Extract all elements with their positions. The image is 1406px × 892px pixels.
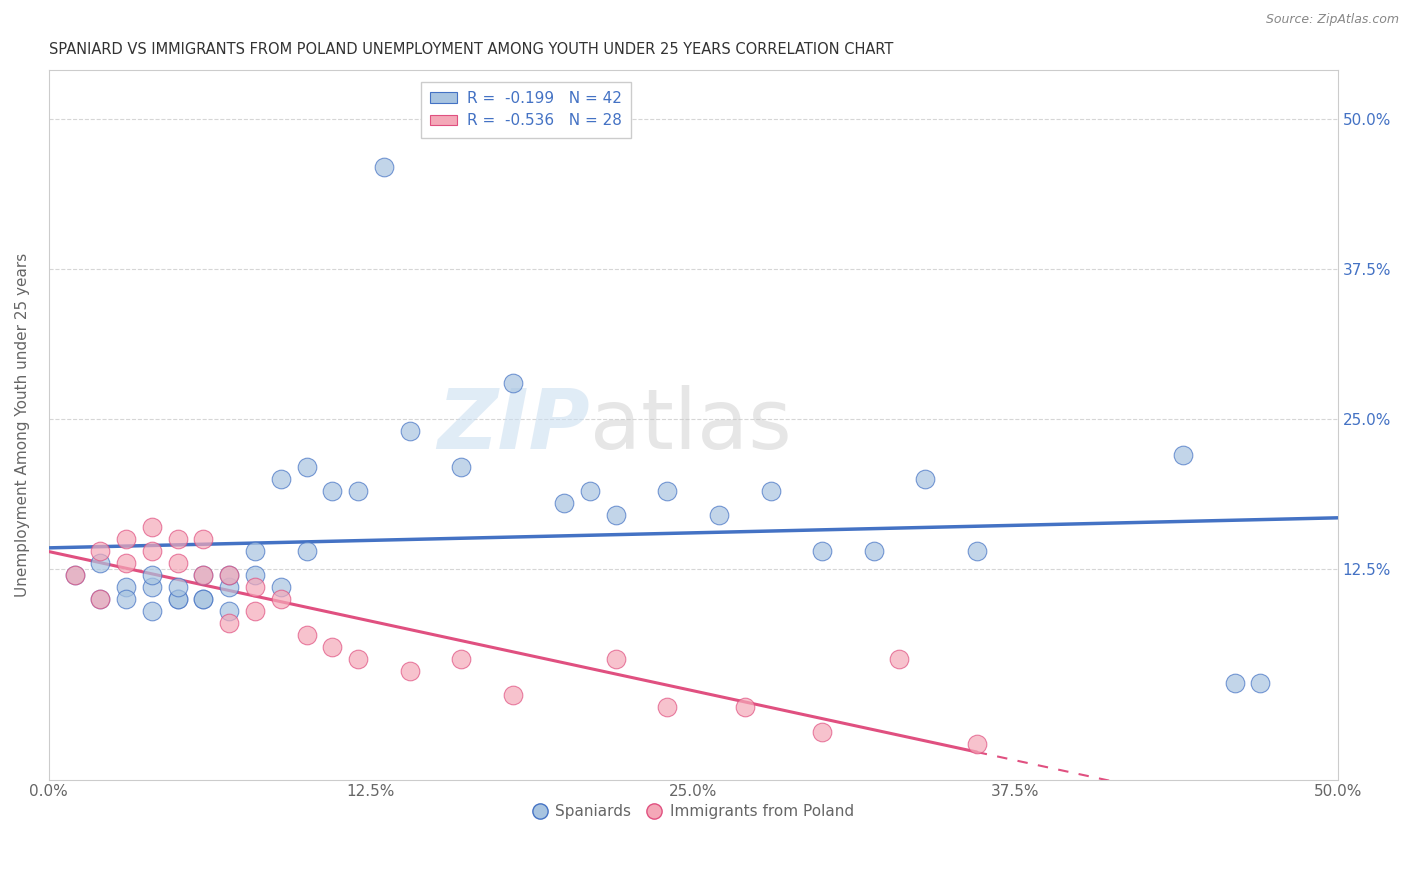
Point	[553, 496, 575, 510]
Point	[218, 604, 240, 618]
Point	[63, 568, 86, 582]
Text: SPANIARD VS IMMIGRANTS FROM POLAND UNEMPLOYMENT AMONG YOUTH UNDER 25 YEARS CORRE: SPANIARD VS IMMIGRANTS FROM POLAND UNEMP…	[49, 42, 893, 57]
Point	[270, 580, 292, 594]
Point	[914, 472, 936, 486]
Point	[1223, 676, 1246, 690]
Point	[115, 580, 138, 594]
Point	[243, 580, 266, 594]
Point	[243, 568, 266, 582]
Point	[193, 592, 215, 607]
Point	[347, 652, 370, 666]
Point	[759, 484, 782, 499]
Point	[657, 700, 679, 714]
Point	[218, 568, 240, 582]
Point	[1249, 676, 1271, 690]
Point	[115, 556, 138, 570]
Point	[89, 544, 111, 558]
Point	[193, 592, 215, 607]
Point	[218, 580, 240, 594]
Point	[141, 604, 163, 618]
Point	[141, 568, 163, 582]
Point	[347, 484, 370, 499]
Text: Source: ZipAtlas.com: Source: ZipAtlas.com	[1265, 13, 1399, 27]
Point	[657, 484, 679, 499]
Point	[166, 592, 188, 607]
Point	[502, 376, 524, 390]
Point	[295, 460, 318, 475]
Point	[966, 544, 988, 558]
Point	[295, 544, 318, 558]
Point	[166, 556, 188, 570]
Point	[89, 592, 111, 607]
Point	[243, 604, 266, 618]
Point	[889, 652, 911, 666]
Point	[270, 592, 292, 607]
Point	[398, 665, 420, 679]
Point	[193, 532, 215, 546]
Point	[811, 544, 834, 558]
Point	[166, 532, 188, 546]
Point	[115, 592, 138, 607]
Point	[1171, 448, 1194, 462]
Point	[218, 568, 240, 582]
Text: atlas: atlas	[591, 384, 792, 466]
Point	[218, 616, 240, 631]
Point	[502, 689, 524, 703]
Point	[450, 652, 472, 666]
Point	[141, 544, 163, 558]
Point	[450, 460, 472, 475]
Point	[89, 556, 111, 570]
Point	[862, 544, 884, 558]
Point	[193, 568, 215, 582]
Legend: Spaniards, Immigrants from Poland: Spaniards, Immigrants from Poland	[526, 798, 860, 825]
Point	[243, 544, 266, 558]
Point	[141, 520, 163, 534]
Point	[605, 652, 627, 666]
Y-axis label: Unemployment Among Youth under 25 years: Unemployment Among Youth under 25 years	[15, 253, 30, 597]
Point	[63, 568, 86, 582]
Point	[605, 508, 627, 523]
Point	[115, 532, 138, 546]
Point	[295, 628, 318, 642]
Point	[166, 580, 188, 594]
Point	[89, 592, 111, 607]
Point	[966, 737, 988, 751]
Text: ZIP: ZIP	[437, 384, 591, 466]
Point	[579, 484, 602, 499]
Point	[141, 580, 163, 594]
Point	[734, 700, 756, 714]
Point	[166, 592, 188, 607]
Point	[270, 472, 292, 486]
Point	[321, 640, 343, 655]
Point	[811, 724, 834, 739]
Point	[373, 160, 395, 174]
Point	[398, 424, 420, 438]
Point	[193, 568, 215, 582]
Point	[321, 484, 343, 499]
Point	[707, 508, 730, 523]
